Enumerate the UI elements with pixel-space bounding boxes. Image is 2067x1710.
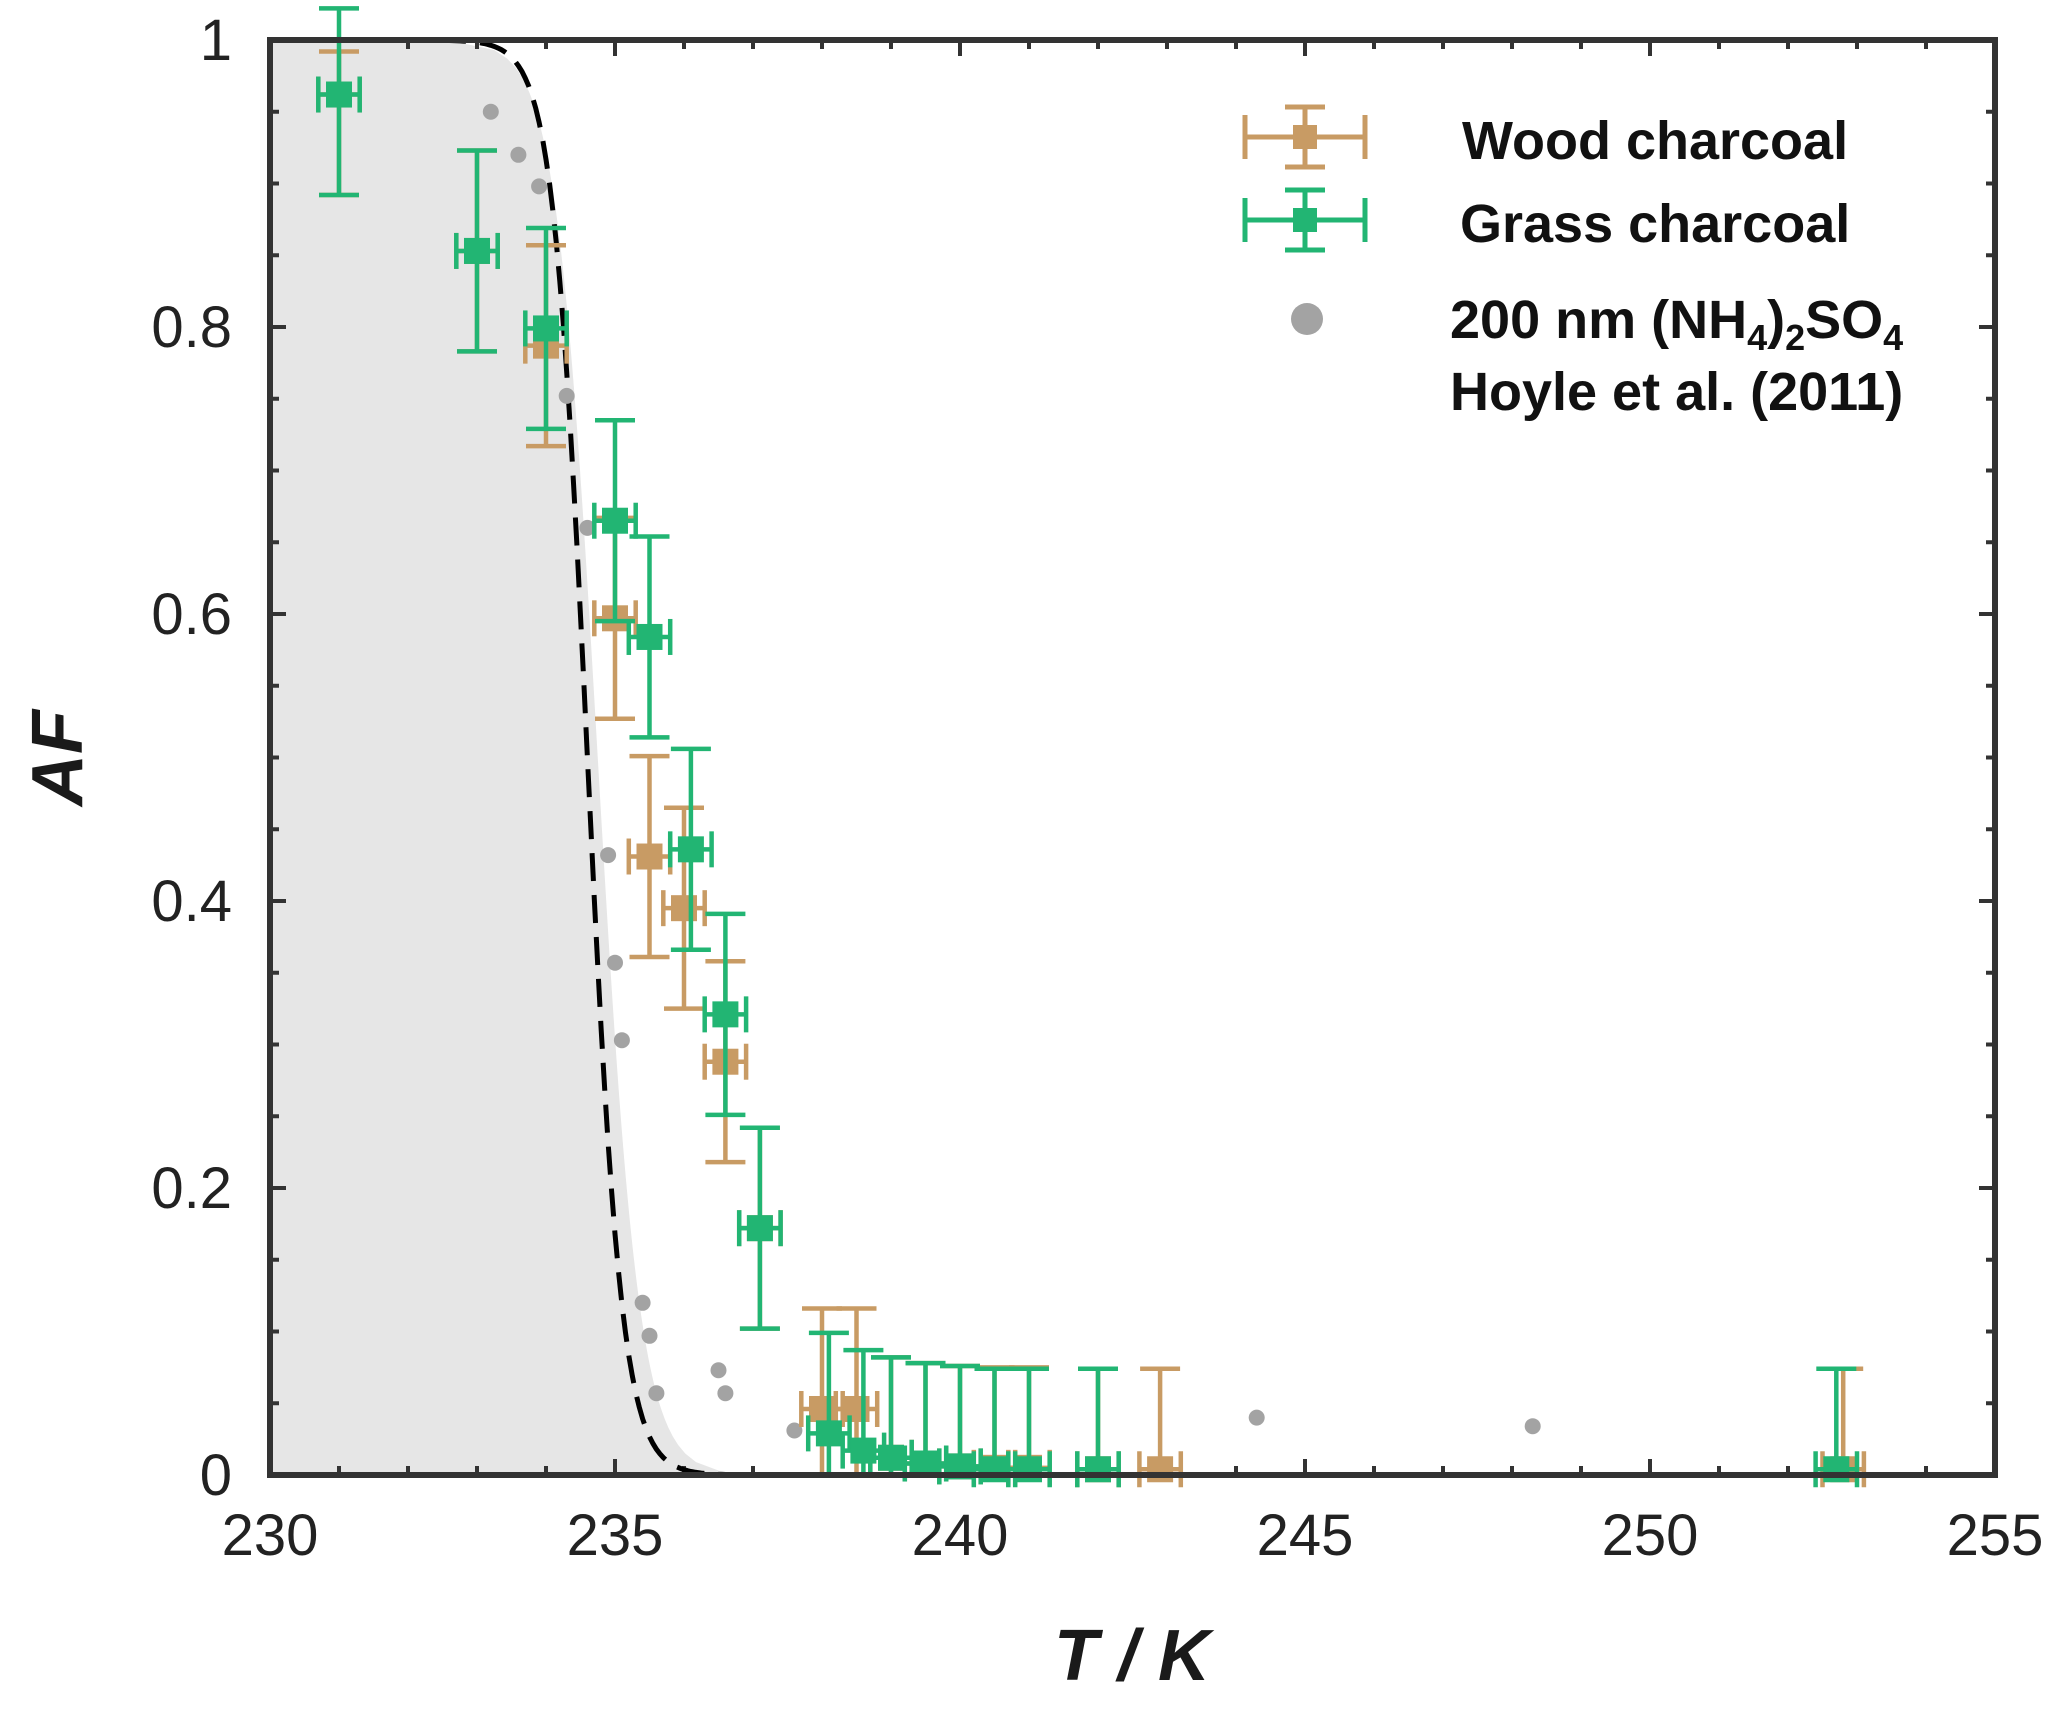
grass-charcoal-series bbox=[316, 6, 1860, 1488]
reference-point bbox=[641, 1327, 658, 1344]
reference-point bbox=[710, 1362, 727, 1379]
x-axis-label: T / K bbox=[1054, 1616, 1215, 1696]
reference-point bbox=[607, 954, 623, 971]
reference-point bbox=[1248, 1409, 1265, 1426]
legend-marker-reference bbox=[1291, 303, 1323, 335]
x-tick-label: 235 bbox=[567, 1503, 664, 1568]
legend-label-reference: 200 nm (NH4)2SO4 bbox=[1450, 290, 1903, 358]
shaded-region bbox=[270, 40, 743, 1475]
marker-square bbox=[1823, 1456, 1850, 1483]
reference-point bbox=[1524, 1418, 1541, 1435]
legend-label-reference-source: Hoyle et al. (2011) bbox=[1450, 362, 1903, 422]
x-tick-label: 240 bbox=[912, 1503, 1009, 1568]
x-tick-label: 255 bbox=[1947, 1503, 2044, 1568]
data-point bbox=[454, 148, 500, 354]
x-tick-label: 250 bbox=[1602, 1503, 1699, 1568]
data-point bbox=[626, 753, 673, 960]
y-tick-label: 0.6 bbox=[151, 582, 232, 647]
plot-frame bbox=[267, 37, 1998, 1478]
data-point bbox=[626, 534, 673, 740]
marker-square bbox=[636, 623, 663, 650]
data-point bbox=[667, 746, 714, 953]
data-point bbox=[736, 1125, 783, 1331]
x-tick-labels: 230 235 240 245 250 255 bbox=[222, 1503, 2044, 1568]
marker-square bbox=[1016, 1456, 1042, 1483]
reference-point bbox=[482, 103, 499, 120]
y-tick-label: 1 bbox=[200, 8, 232, 73]
y-axis-label: AF bbox=[18, 708, 98, 808]
reference-point bbox=[786, 1422, 803, 1439]
marker-square bbox=[878, 1444, 904, 1471]
marker-square bbox=[533, 315, 559, 342]
reference-point bbox=[579, 519, 596, 536]
marker-square bbox=[602, 507, 628, 534]
legend-label-wood: Wood charcoal bbox=[1462, 111, 1848, 171]
reference-point bbox=[510, 146, 527, 163]
marker-square bbox=[677, 836, 704, 863]
x-tick-label: 245 bbox=[1257, 1503, 1354, 1568]
y-tick-label: 0.4 bbox=[151, 869, 232, 934]
marker-square bbox=[712, 1001, 739, 1028]
y-tick-label: 0 bbox=[200, 1443, 232, 1508]
marker-square bbox=[1147, 1456, 1174, 1483]
y-tick-labels: 0 0.2 0.4 0.6 0.8 1 bbox=[151, 8, 232, 1508]
y-tick-label: 0.2 bbox=[151, 1156, 232, 1221]
reference-point bbox=[613, 1032, 630, 1049]
marker-square bbox=[746, 1215, 773, 1242]
legend-marker-grass bbox=[1242, 187, 1368, 253]
reference-point bbox=[648, 1385, 665, 1402]
legend-label-grass: Grass charcoal bbox=[1460, 194, 1850, 254]
reference-points bbox=[482, 103, 1541, 1439]
marker-square bbox=[464, 237, 490, 264]
reference-point bbox=[634, 1294, 651, 1311]
data-point bbox=[523, 225, 569, 432]
marker-square bbox=[1085, 1456, 1111, 1483]
marker-square bbox=[326, 81, 352, 108]
reference-point bbox=[531, 178, 548, 195]
reference-point bbox=[558, 387, 575, 404]
marker-square bbox=[636, 843, 663, 870]
legend: Wood charcoal Grass charcoal 200 nm (NH4… bbox=[1242, 104, 1903, 422]
marker-square bbox=[981, 1456, 1008, 1483]
data-point bbox=[592, 418, 638, 624]
marker-square bbox=[815, 1420, 842, 1447]
reference-point bbox=[717, 1385, 734, 1402]
x-tick-label: 230 bbox=[222, 1503, 319, 1568]
reference-point bbox=[600, 847, 617, 864]
data-point bbox=[702, 911, 749, 1118]
y-tick-label: 0.8 bbox=[151, 295, 232, 360]
legend-marker-wood bbox=[1242, 104, 1368, 170]
